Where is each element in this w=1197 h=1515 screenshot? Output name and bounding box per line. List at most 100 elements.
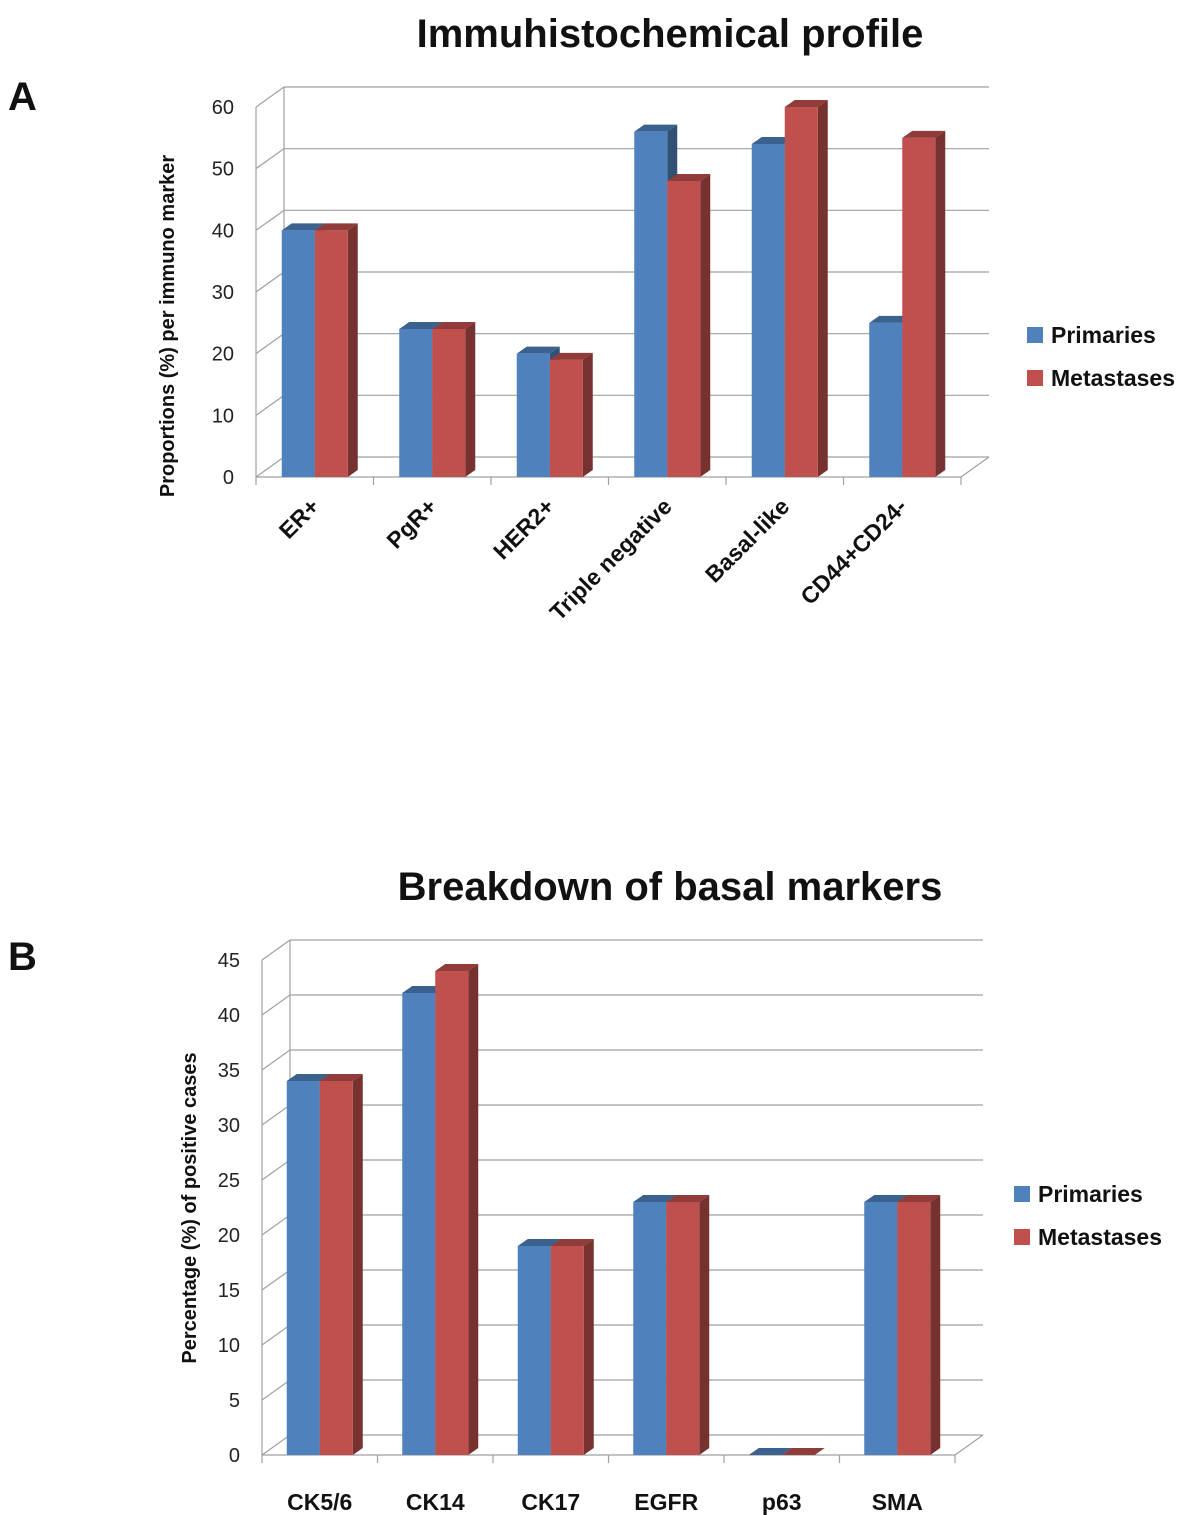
y-tick-label: 15 bbox=[218, 1280, 240, 1302]
bar-top-face bbox=[286, 1074, 330, 1081]
bar-side-face bbox=[583, 1239, 594, 1455]
x-category-label: ER+ bbox=[274, 493, 324, 543]
bar-top-face bbox=[751, 137, 795, 144]
legend-swatch bbox=[1014, 1186, 1030, 1202]
gridline-side bbox=[261, 1324, 291, 1346]
bar-side-face bbox=[699, 1195, 710, 1455]
bar-top-face bbox=[549, 352, 593, 360]
bar-top-face bbox=[897, 1195, 941, 1202]
legend-label: Primaries bbox=[1038, 1181, 1143, 1207]
bar-front-face bbox=[902, 137, 936, 478]
gridline-side bbox=[261, 1434, 291, 1456]
x-category-label: CK14 bbox=[406, 1489, 465, 1515]
x-category-label: HER2+ bbox=[488, 493, 559, 564]
bar-front-face bbox=[432, 329, 466, 477]
gridline-side bbox=[261, 1269, 291, 1291]
gridline-side bbox=[255, 394, 285, 416]
bar-side-face bbox=[817, 100, 828, 477]
legend-swatch bbox=[1027, 327, 1043, 343]
y-tick-label: 45 bbox=[218, 950, 240, 972]
chart-title: Immuhistochemical profile bbox=[417, 12, 924, 56]
bar-top-face bbox=[666, 1195, 710, 1202]
bar-front-face bbox=[319, 1081, 353, 1455]
bar-front-face bbox=[897, 1202, 931, 1455]
x-category-label: CK17 bbox=[521, 1489, 580, 1515]
bar-front-face bbox=[864, 1202, 898, 1455]
x-category-label: SMA bbox=[872, 1489, 923, 1515]
bar-top-face bbox=[864, 1195, 908, 1202]
bar-top-face bbox=[319, 1074, 363, 1081]
bar-metastases-1 bbox=[432, 322, 476, 477]
bar-top-face bbox=[402, 986, 446, 993]
bar-top-face bbox=[281, 223, 325, 231]
bar-top-face bbox=[399, 322, 443, 329]
x-category-label: EGFR bbox=[634, 1489, 698, 1515]
bar-top-face bbox=[869, 315, 913, 323]
x-category-label: Triple negative bbox=[545, 493, 677, 625]
bar-front-face bbox=[314, 230, 348, 477]
y-tick-label: 50 bbox=[212, 159, 234, 181]
x-category-label: CD44+CD24- bbox=[795, 493, 911, 609]
y-tick-label: 35 bbox=[218, 1060, 240, 1082]
legend-label: Metastases bbox=[1051, 365, 1175, 391]
y-tick-label: 30 bbox=[212, 282, 234, 304]
legend-label: Metastases bbox=[1038, 1224, 1162, 1250]
bar-front-face bbox=[399, 329, 433, 477]
y-tick-label: 10 bbox=[218, 1335, 240, 1357]
bar-metastases-1 bbox=[435, 964, 479, 1455]
legend-label: Primaries bbox=[1051, 322, 1156, 348]
bar-side-face bbox=[930, 1195, 941, 1455]
legend-swatch bbox=[1027, 370, 1043, 386]
gridline-side bbox=[255, 333, 285, 355]
y-tick-label: 0 bbox=[229, 1445, 240, 1467]
bar-front-face bbox=[549, 359, 583, 477]
bar-side-face bbox=[582, 352, 593, 477]
floor-edge bbox=[960, 456, 990, 478]
legend-swatch bbox=[1014, 1229, 1030, 1245]
y-tick-label: 60 bbox=[212, 97, 234, 119]
x-category-label: PgR+ bbox=[381, 493, 441, 553]
x-category-label: CK5/6 bbox=[287, 1489, 352, 1515]
gridline-side bbox=[261, 1049, 291, 1071]
gridline-side bbox=[261, 1159, 291, 1181]
bar-front-face bbox=[435, 971, 469, 1455]
bar-top-face bbox=[516, 346, 560, 354]
y-axis-label: Percentage (%) of positive cases bbox=[179, 1052, 201, 1363]
panel-label: A bbox=[8, 75, 37, 119]
y-tick-label: 40 bbox=[212, 220, 234, 242]
bar-metastases-0 bbox=[314, 223, 358, 477]
bar-metastases-3 bbox=[667, 174, 711, 477]
bar-front-face bbox=[751, 144, 785, 477]
bar-front-face bbox=[666, 1202, 700, 1455]
bar-front-face bbox=[869, 322, 903, 477]
bar-metastases-5 bbox=[897, 1195, 941, 1455]
bar-primaries-4 bbox=[748, 1448, 792, 1455]
y-tick-label: 20 bbox=[218, 1225, 240, 1247]
y-tick-label: 20 bbox=[212, 344, 234, 366]
bar-side-face bbox=[347, 223, 358, 477]
gridline-side bbox=[255, 148, 285, 170]
y-tick-label: 5 bbox=[229, 1390, 240, 1412]
gridline-side bbox=[261, 994, 291, 1016]
bar-side-face bbox=[468, 964, 479, 1455]
bar-side-face bbox=[465, 322, 476, 477]
bar-front-face bbox=[784, 107, 818, 477]
bar-top-face bbox=[517, 1239, 561, 1246]
bar-metastases-3 bbox=[666, 1195, 710, 1455]
bar-front-face bbox=[517, 1246, 551, 1455]
x-category-label: Basal-like bbox=[700, 493, 794, 587]
panel-label: B bbox=[8, 935, 37, 979]
x-category-label: p63 bbox=[762, 1489, 802, 1515]
bar-front-face bbox=[634, 131, 668, 477]
bar-metastases-5 bbox=[902, 130, 946, 478]
bar-side-face bbox=[352, 1074, 363, 1455]
bar-top-face bbox=[748, 1448, 792, 1455]
bar-metastases-2 bbox=[549, 352, 593, 477]
gridline-side bbox=[261, 939, 291, 961]
bar-side-face bbox=[935, 130, 946, 478]
bar-top-face bbox=[435, 964, 479, 971]
bar-top-face bbox=[432, 322, 476, 329]
y-tick-label: 30 bbox=[218, 1115, 240, 1137]
bar-top-face bbox=[550, 1239, 594, 1246]
